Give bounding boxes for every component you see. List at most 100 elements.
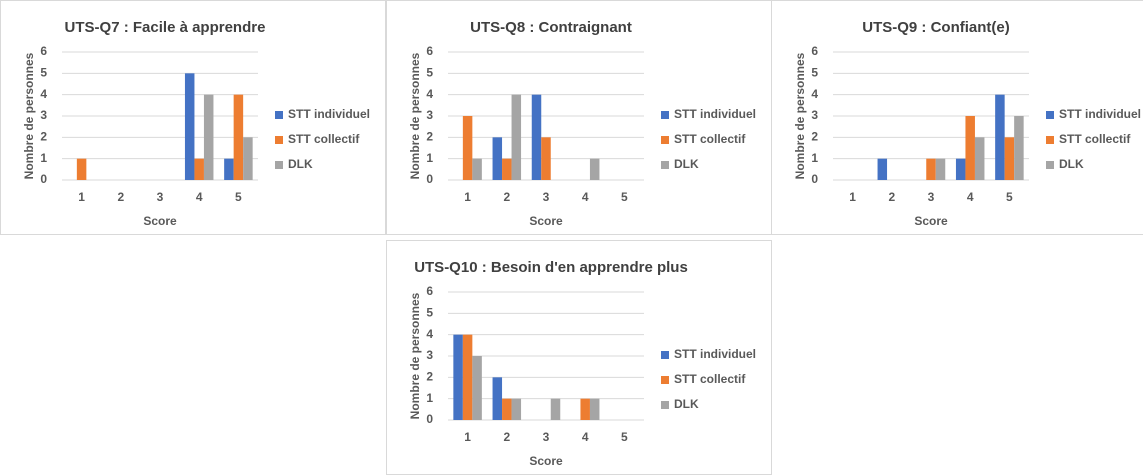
legend-swatch bbox=[661, 376, 669, 384]
bar bbox=[203, 94, 214, 180]
bar bbox=[541, 137, 551, 180]
x-tick-label: 4 bbox=[196, 190, 203, 204]
x-tick-label: 4 bbox=[582, 430, 589, 444]
x-axis-title: Score bbox=[914, 214, 948, 228]
bar bbox=[974, 137, 985, 180]
bar bbox=[580, 398, 590, 420]
bar bbox=[224, 158, 234, 180]
legend-swatch bbox=[661, 136, 669, 144]
bar bbox=[492, 137, 503, 180]
bar bbox=[502, 398, 512, 420]
y-tick-label: 6 bbox=[426, 284, 433, 298]
bar bbox=[511, 94, 522, 180]
bar bbox=[550, 398, 561, 420]
y-tick-label: 3 bbox=[811, 108, 818, 122]
bar bbox=[462, 334, 473, 420]
legend-label: DLK bbox=[288, 157, 313, 171]
y-tick-label: 4 bbox=[426, 87, 433, 101]
bar bbox=[472, 356, 482, 420]
bar bbox=[184, 73, 195, 180]
bar bbox=[243, 137, 253, 180]
legend-swatch bbox=[275, 136, 283, 144]
chart-panel bbox=[386, 0, 772, 235]
y-tick-label: 5 bbox=[426, 66, 433, 80]
x-tick-label: 5 bbox=[235, 190, 242, 204]
bar bbox=[877, 158, 888, 180]
x-tick-label: 3 bbox=[928, 190, 935, 204]
chart-title: UTS-Q7 : Facile à apprendre bbox=[65, 19, 266, 36]
bar bbox=[995, 94, 1005, 180]
bar bbox=[965, 116, 975, 180]
x-tick-label: 2 bbox=[503, 430, 510, 444]
legend-swatch bbox=[275, 161, 283, 169]
y-tick-label: 0 bbox=[40, 172, 47, 186]
x-axis-title: Score bbox=[529, 214, 563, 228]
y-tick-label: 3 bbox=[40, 108, 47, 122]
bar bbox=[1004, 137, 1015, 180]
legend-swatch bbox=[1046, 111, 1054, 119]
y-axis-title: Nombre de personnes bbox=[408, 292, 422, 419]
y-tick-label: 5 bbox=[811, 66, 818, 80]
x-tick-label: 4 bbox=[582, 190, 589, 204]
bar bbox=[589, 158, 600, 180]
y-tick-label: 0 bbox=[426, 412, 433, 426]
legend-label: STT collectif bbox=[288, 132, 360, 146]
legend-swatch bbox=[1046, 161, 1054, 169]
y-tick-label: 0 bbox=[426, 172, 433, 186]
y-tick-label: 5 bbox=[40, 66, 47, 80]
x-tick-label: 3 bbox=[157, 190, 164, 204]
bar bbox=[194, 158, 204, 180]
y-tick-label: 4 bbox=[426, 327, 433, 341]
legend-label: STT individuel bbox=[1059, 107, 1141, 121]
bar bbox=[589, 398, 600, 420]
legend-label: STT individuel bbox=[288, 107, 370, 121]
x-tick-label: 5 bbox=[621, 430, 628, 444]
y-tick-label: 2 bbox=[426, 130, 433, 144]
x-tick-label: 1 bbox=[78, 190, 85, 204]
y-axis-title: Nombre de personnes bbox=[408, 52, 422, 179]
legend-label: STT collectif bbox=[674, 132, 746, 146]
y-tick-label: 2 bbox=[426, 370, 433, 384]
y-tick-label: 3 bbox=[426, 108, 433, 122]
chart-title: UTS-Q9 : Confiant(e) bbox=[862, 19, 1010, 36]
y-tick-label: 2 bbox=[811, 130, 818, 144]
legend-swatch bbox=[275, 111, 283, 119]
x-tick-label: 4 bbox=[967, 190, 974, 204]
bar bbox=[955, 158, 966, 180]
legend-label: DLK bbox=[1059, 157, 1084, 171]
bar bbox=[1014, 116, 1024, 180]
legend-swatch bbox=[661, 161, 669, 169]
bar bbox=[492, 377, 503, 420]
y-axis-title: Nombre de personnes bbox=[22, 52, 36, 179]
y-tick-label: 6 bbox=[811, 44, 818, 58]
legend-swatch bbox=[661, 351, 669, 359]
y-tick-label: 4 bbox=[811, 87, 818, 101]
y-tick-label: 2 bbox=[40, 130, 47, 144]
chart-panel bbox=[771, 0, 1143, 235]
y-axis-title: Nombre de personnes bbox=[793, 52, 807, 179]
y-tick-label: 1 bbox=[426, 391, 433, 405]
legend-label: DLK bbox=[674, 397, 699, 411]
legend-label: STT collectif bbox=[674, 372, 746, 386]
bar bbox=[511, 398, 522, 420]
bar bbox=[502, 158, 512, 180]
chart-title: UTS-Q8 : Contraignant bbox=[470, 19, 632, 36]
x-tick-label: 2 bbox=[117, 190, 124, 204]
bar bbox=[76, 158, 87, 180]
x-tick-label: 5 bbox=[1006, 190, 1013, 204]
legend-label: DLK bbox=[674, 157, 699, 171]
legend-label: STT individuel bbox=[674, 347, 756, 361]
x-tick-label: 1 bbox=[464, 430, 471, 444]
bar bbox=[935, 158, 946, 180]
x-tick-label: 1 bbox=[464, 190, 471, 204]
y-tick-label: 3 bbox=[426, 348, 433, 362]
legend-swatch bbox=[1046, 136, 1054, 144]
x-tick-label: 2 bbox=[888, 190, 895, 204]
legend-swatch bbox=[661, 401, 669, 409]
bar bbox=[472, 158, 482, 180]
y-tick-label: 4 bbox=[40, 87, 47, 101]
y-tick-label: 1 bbox=[40, 151, 47, 165]
y-tick-label: 1 bbox=[811, 151, 818, 165]
bar bbox=[926, 158, 936, 180]
